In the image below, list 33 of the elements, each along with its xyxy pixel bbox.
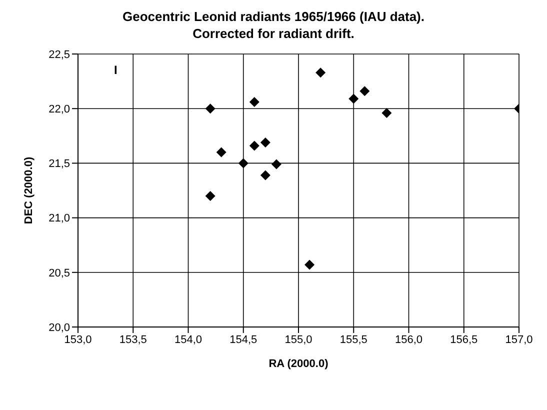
point [205, 190, 216, 201]
y-tick-label: 22,0 [48, 104, 70, 116]
x-tick-label: 157,0 [505, 334, 533, 346]
y-tick-label: 20,0 [48, 322, 70, 334]
point [271, 159, 282, 170]
annotation: I [114, 63, 118, 77]
point [260, 137, 270, 148]
point [348, 94, 359, 104]
y-tick-label: 22,5 [48, 48, 70, 61]
x-tick-label: 156,5 [450, 334, 478, 346]
x-tick-label: 155,0 [284, 334, 312, 346]
x-tick-label: 153,0 [64, 334, 92, 346]
point [304, 260, 315, 270]
y-tick-label: 21,5 [48, 158, 70, 170]
y-tick-label: 20,5 [48, 267, 70, 280]
point [205, 104, 216, 114]
point [260, 170, 270, 180]
point [238, 158, 248, 168]
x-axis-title: RA (2000.0) [268, 358, 329, 370]
x-tick-label: 154,5 [230, 334, 258, 346]
point [382, 108, 392, 118]
point [249, 140, 260, 151]
point [249, 97, 260, 108]
point [316, 68, 326, 78]
point [216, 147, 226, 158]
chart-title: Geocentric Leonid radiants 1965/1966 (IAU data). Corrected for radiant drift. [122, 8, 426, 42]
x-tick-label: 155,5 [340, 334, 368, 346]
x-tick-label: 156,0 [394, 334, 423, 346]
x-tick-label: 154,0 [174, 334, 202, 346]
y-axis-title: DEC (2000.0) [22, 156, 35, 224]
y-tick-label: 21,0 [48, 212, 70, 225]
x-tick-label: 153,5 [119, 334, 147, 346]
point [360, 86, 370, 96]
